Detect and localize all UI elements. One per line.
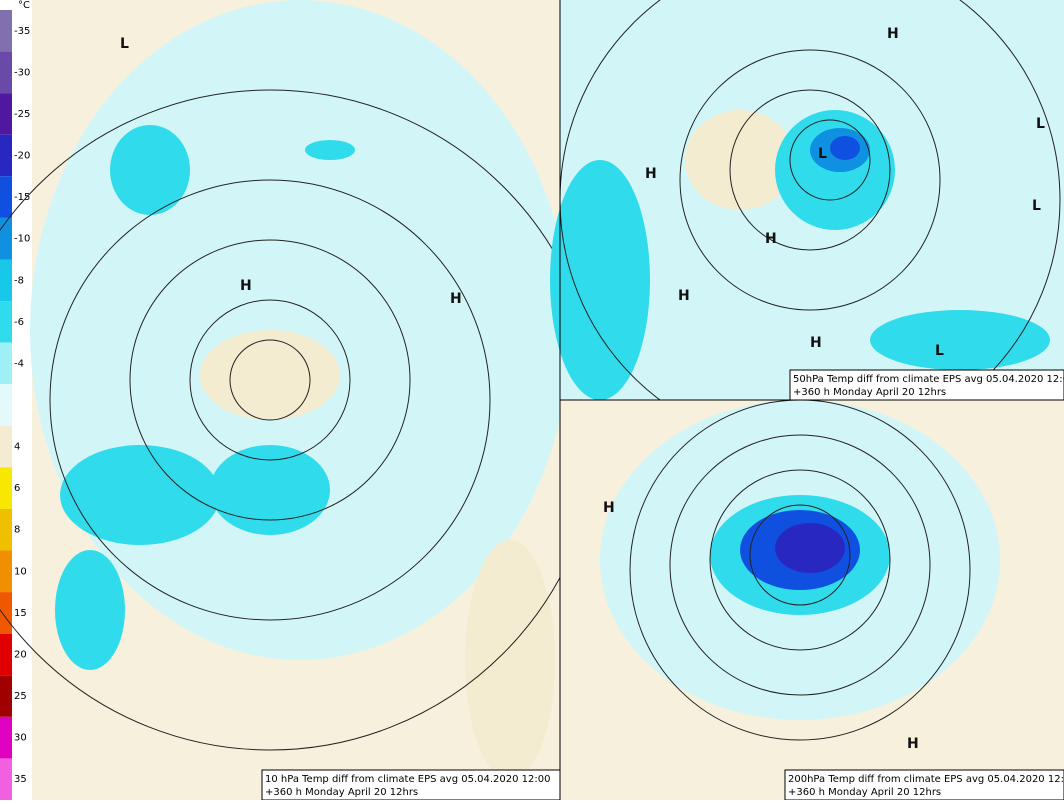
colorbar-swatch (0, 508, 12, 551)
colorbar-swatch (0, 425, 12, 468)
colorbar-label: -15 (14, 192, 30, 203)
colorbar-swatch (0, 93, 12, 135)
colorbar-swatch (0, 758, 12, 800)
pressure-marker: L (1032, 198, 1041, 214)
colorbar-swatch (0, 633, 12, 676)
pressure-marker: H (907, 736, 919, 752)
colorbar-label: 6 (14, 483, 20, 494)
pressure-marker: H (240, 278, 252, 294)
colorbar-unit: °C (18, 0, 30, 11)
pressure-marker: L (935, 343, 944, 359)
map-panel-50hpa (550, 0, 1064, 451)
caption-box (261, 769, 561, 801)
pressure-marker: H (887, 26, 899, 42)
colorbar-label: -10 (14, 234, 30, 245)
colorbar-label: 4 (14, 442, 20, 453)
caption-line: +360 h Monday April 20 12hrs (265, 787, 418, 798)
colorbar-swatch (0, 259, 12, 302)
colorbar-swatch (0, 592, 12, 634)
caption-box (789, 369, 1064, 401)
overlay: L H H 10 hPa Temp diff from climate EPS avg… (120, 26, 1064, 801)
colorbar-label: 25 (14, 691, 27, 702)
pressure-marker: H (810, 335, 822, 351)
colorbar-swatch (0, 134, 12, 177)
pressure-marker: H (765, 231, 777, 247)
caption-line: +360 h Monday April 20 12hrs (793, 387, 946, 398)
colorbar-label: -30 (14, 67, 30, 78)
colorbar-swatch (0, 301, 12, 343)
colorbar-label: -4 (14, 358, 24, 369)
colorbar-label: 15 (14, 608, 27, 619)
colorbar-label: -8 (14, 275, 24, 286)
caption-box (784, 769, 1064, 801)
pressure-marker: H (450, 291, 462, 307)
pressure-marker: H (678, 288, 690, 304)
pressure-marker: L (818, 146, 827, 162)
caption-line: 50hPa Temp diff from climate EPS avg 05.… (793, 374, 1064, 385)
colorbar-swatch (0, 716, 12, 759)
colorbar-label: 35 (14, 774, 27, 785)
colorbar-label: 30 (14, 733, 27, 744)
colorbar-label: 20 (14, 649, 27, 660)
pressure-marker: H (603, 500, 615, 516)
map-panel-10hpa (0, 0, 601, 800)
caption-line: +360 h Monday April 20 12hrs (788, 787, 941, 798)
colorbar-swatch (0, 342, 12, 385)
colorbar-swatch (0, 675, 12, 717)
colorbar-swatch (0, 384, 12, 426)
colorbar-swatch (0, 467, 12, 509)
colorbar-swatch (0, 176, 12, 218)
colorbar-label: -6 (14, 317, 24, 328)
colorbar: °C -35 -30 -25 -20 -15 -10 -8 -6 -4 4 6 8 10 15 20 25 30 3… (0, 0, 32, 800)
colorbar-label: 10 (14, 566, 27, 577)
caption-line: 200hPa Temp diff from climate EPS avg 05… (788, 774, 1064, 785)
caption-line: 10 hPa Temp diff from climate EPS avg 05… (265, 774, 550, 785)
colorbar-swatch (0, 550, 12, 593)
map-panel-200hpa (560, 399, 1064, 800)
pressure-marker: H (645, 166, 657, 182)
pressure-marker: L (1036, 116, 1045, 132)
colorbar-swatch (0, 10, 12, 52)
colorbar-swatch (0, 51, 12, 94)
colorbar-label: -20 (14, 151, 30, 162)
colorbar-swatch (0, 217, 12, 260)
colorbar-label: -25 (14, 109, 30, 120)
colorbar-label: -35 (14, 26, 30, 37)
colorbar-label: 8 (14, 525, 20, 536)
pressure-marker: L (120, 36, 129, 52)
